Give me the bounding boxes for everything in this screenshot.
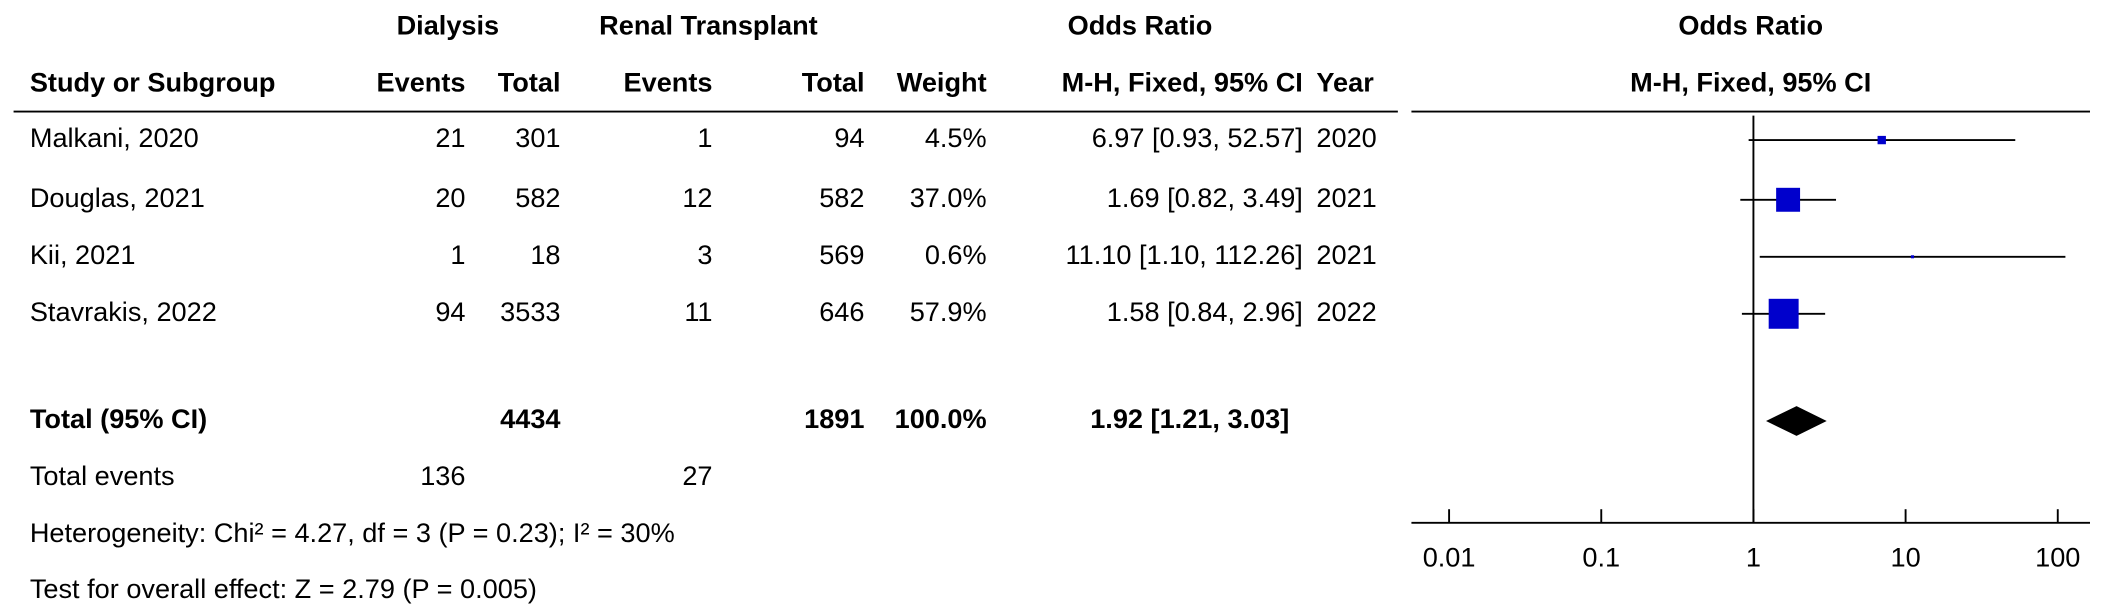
cell: 2021 [1316,239,1376,270]
group-header: Odds Ratio [1678,10,1823,41]
cell: 569 [819,239,864,270]
total-diamond [1766,406,1827,436]
cell: 301 [515,122,560,153]
cell: 3 [697,239,712,270]
study-square [1877,135,1886,145]
cell: 6.97 [0.93, 52.57] [1092,122,1303,153]
cell: 21 [435,122,465,153]
x-tick-label: 10 [1891,542,1921,573]
cell: 2021 [1316,182,1376,213]
cell: 12 [682,182,712,213]
cell: 1891 [804,403,864,434]
cell: 2020 [1316,122,1376,153]
cell: 20 [435,182,465,213]
cell: 2022 [1316,296,1376,327]
cell: 57.9% [910,296,987,327]
x-tick-label: 100 [2035,542,2080,573]
cell: 136 [420,460,465,491]
cell: 1 [697,122,712,153]
cell: 11 [684,296,712,327]
column-header: Total [498,67,561,98]
cell: 11.10 [1.10, 112.26] [1066,239,1303,270]
study-name: Kii, 2021 [30,239,136,270]
group-header: Odds Ratio [1068,10,1213,41]
cell: 100.0% [895,403,987,434]
total-events-label: Total events [30,460,175,491]
cell: 582 [819,182,864,213]
column-header: M-H, Fixed, 95% CI [1630,67,1871,98]
column-header: Year [1316,67,1374,98]
study-square [1768,298,1799,329]
study-name: Stavrakis, 2022 [30,296,217,327]
study-square [1910,255,1915,259]
study-square [1776,187,1801,212]
cell: 582 [515,182,560,213]
group-header: Renal Transplant [599,10,818,41]
column-header: Events [377,67,466,98]
cell: 27 [682,460,712,491]
overall-effect: Test for overall effect: Z = 2.79 (P = 0… [30,573,537,604]
column-header: Study or Subgroup [30,67,276,98]
study-name: Malkani, 2020 [30,122,199,153]
cell: 646 [819,296,864,327]
cell: 18 [530,239,560,270]
cell: 94 [435,296,465,327]
column-header: Events [624,67,713,98]
cell: 1.92 [1.21, 3.03] [1090,403,1289,434]
column-header: M-H, Fixed, 95% CI [1062,67,1303,98]
cell: 37.0% [910,182,987,213]
cell: 1.58 [0.84, 2.96] [1107,296,1303,327]
plot-area [1740,135,2066,329]
heterogeneity: Heterogeneity: Chi² = 4.27, df = 3 (P = … [30,517,675,548]
column-header: Total [802,67,865,98]
cell: 4434 [500,403,560,434]
x-tick-label: 1 [1746,542,1761,573]
study-name: Douglas, 2021 [30,182,205,213]
cell: 1.69 [0.82, 3.49] [1107,182,1303,213]
column-header: Weight [897,67,987,98]
total-label: Total (95% CI) [30,403,207,434]
cell: 94 [834,122,864,153]
group-header: Dialysis [397,10,500,41]
cell: 4.5% [925,122,987,153]
cell: 1 [450,239,465,270]
cell: 0.6% [925,239,987,270]
x-tick-label: 0.1 [1582,542,1620,573]
x-tick-label: 0.01 [1423,542,1476,573]
cell: 3533 [500,296,560,327]
